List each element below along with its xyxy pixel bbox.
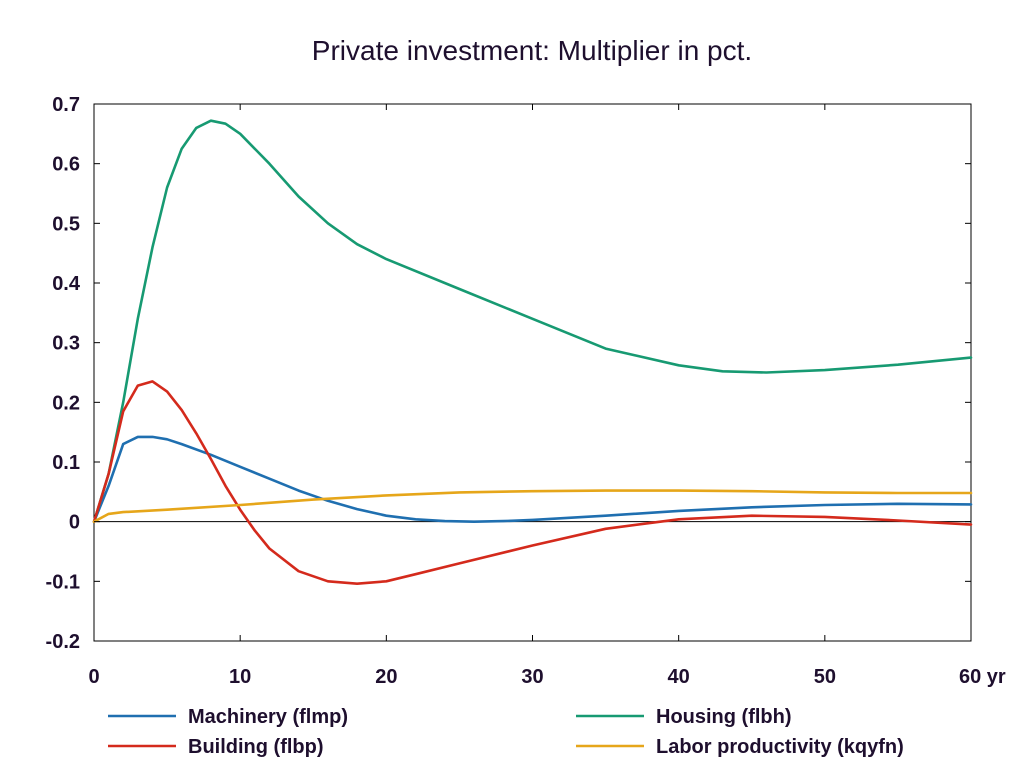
series-line-4: [92, 489, 973, 524]
y-tick-label: 0.4: [52, 273, 81, 295]
series-layer: [92, 119, 973, 586]
y-tick-label: 0.2: [52, 392, 80, 414]
x-tick-label: 0: [88, 666, 99, 688]
x-tick-label: 60 yr: [959, 666, 1006, 688]
ticks-layer: -0.2 -0.1 0 0.1 0.2 0.3 0.4 0.5 0.6 0.7 0 10 20 30 40 5…: [46, 94, 1006, 688]
y-tick-label: -0.1: [46, 571, 80, 593]
legend: Machinery (flmp) Housing (flbh) Building (…: [108, 706, 904, 758]
y-tick-label: 0.3: [52, 333, 80, 355]
x-tick-label: 30: [521, 666, 543, 688]
series-line-2: [92, 119, 973, 524]
y-tick-label: 0.6: [52, 154, 80, 176]
legend-label-1: Machinery (flmp): [188, 706, 348, 728]
x-tick-label: 50: [814, 666, 836, 688]
legend-label-2: Housing (flbh): [656, 706, 792, 728]
series-line-1: [92, 435, 973, 524]
chart-title: Private investment: Multiplier in pct.: [312, 35, 752, 66]
y-tick-label: 0.7: [52, 94, 80, 116]
x-tick-label: 10: [229, 666, 251, 688]
x-tick-label: 20: [375, 666, 397, 688]
y-tick-label: 0: [69, 512, 80, 534]
legend-label-3: Building (flbp): [188, 736, 324, 758]
series-line-3: [92, 380, 973, 586]
y-tick-label: 0.5: [52, 213, 80, 235]
y-tick-label: 0.1: [52, 452, 80, 474]
y-tick-label: -0.2: [46, 631, 80, 653]
legend-label-4: Labor productivity (kqyfn): [656, 736, 904, 758]
x-tick-label: 40: [668, 666, 690, 688]
